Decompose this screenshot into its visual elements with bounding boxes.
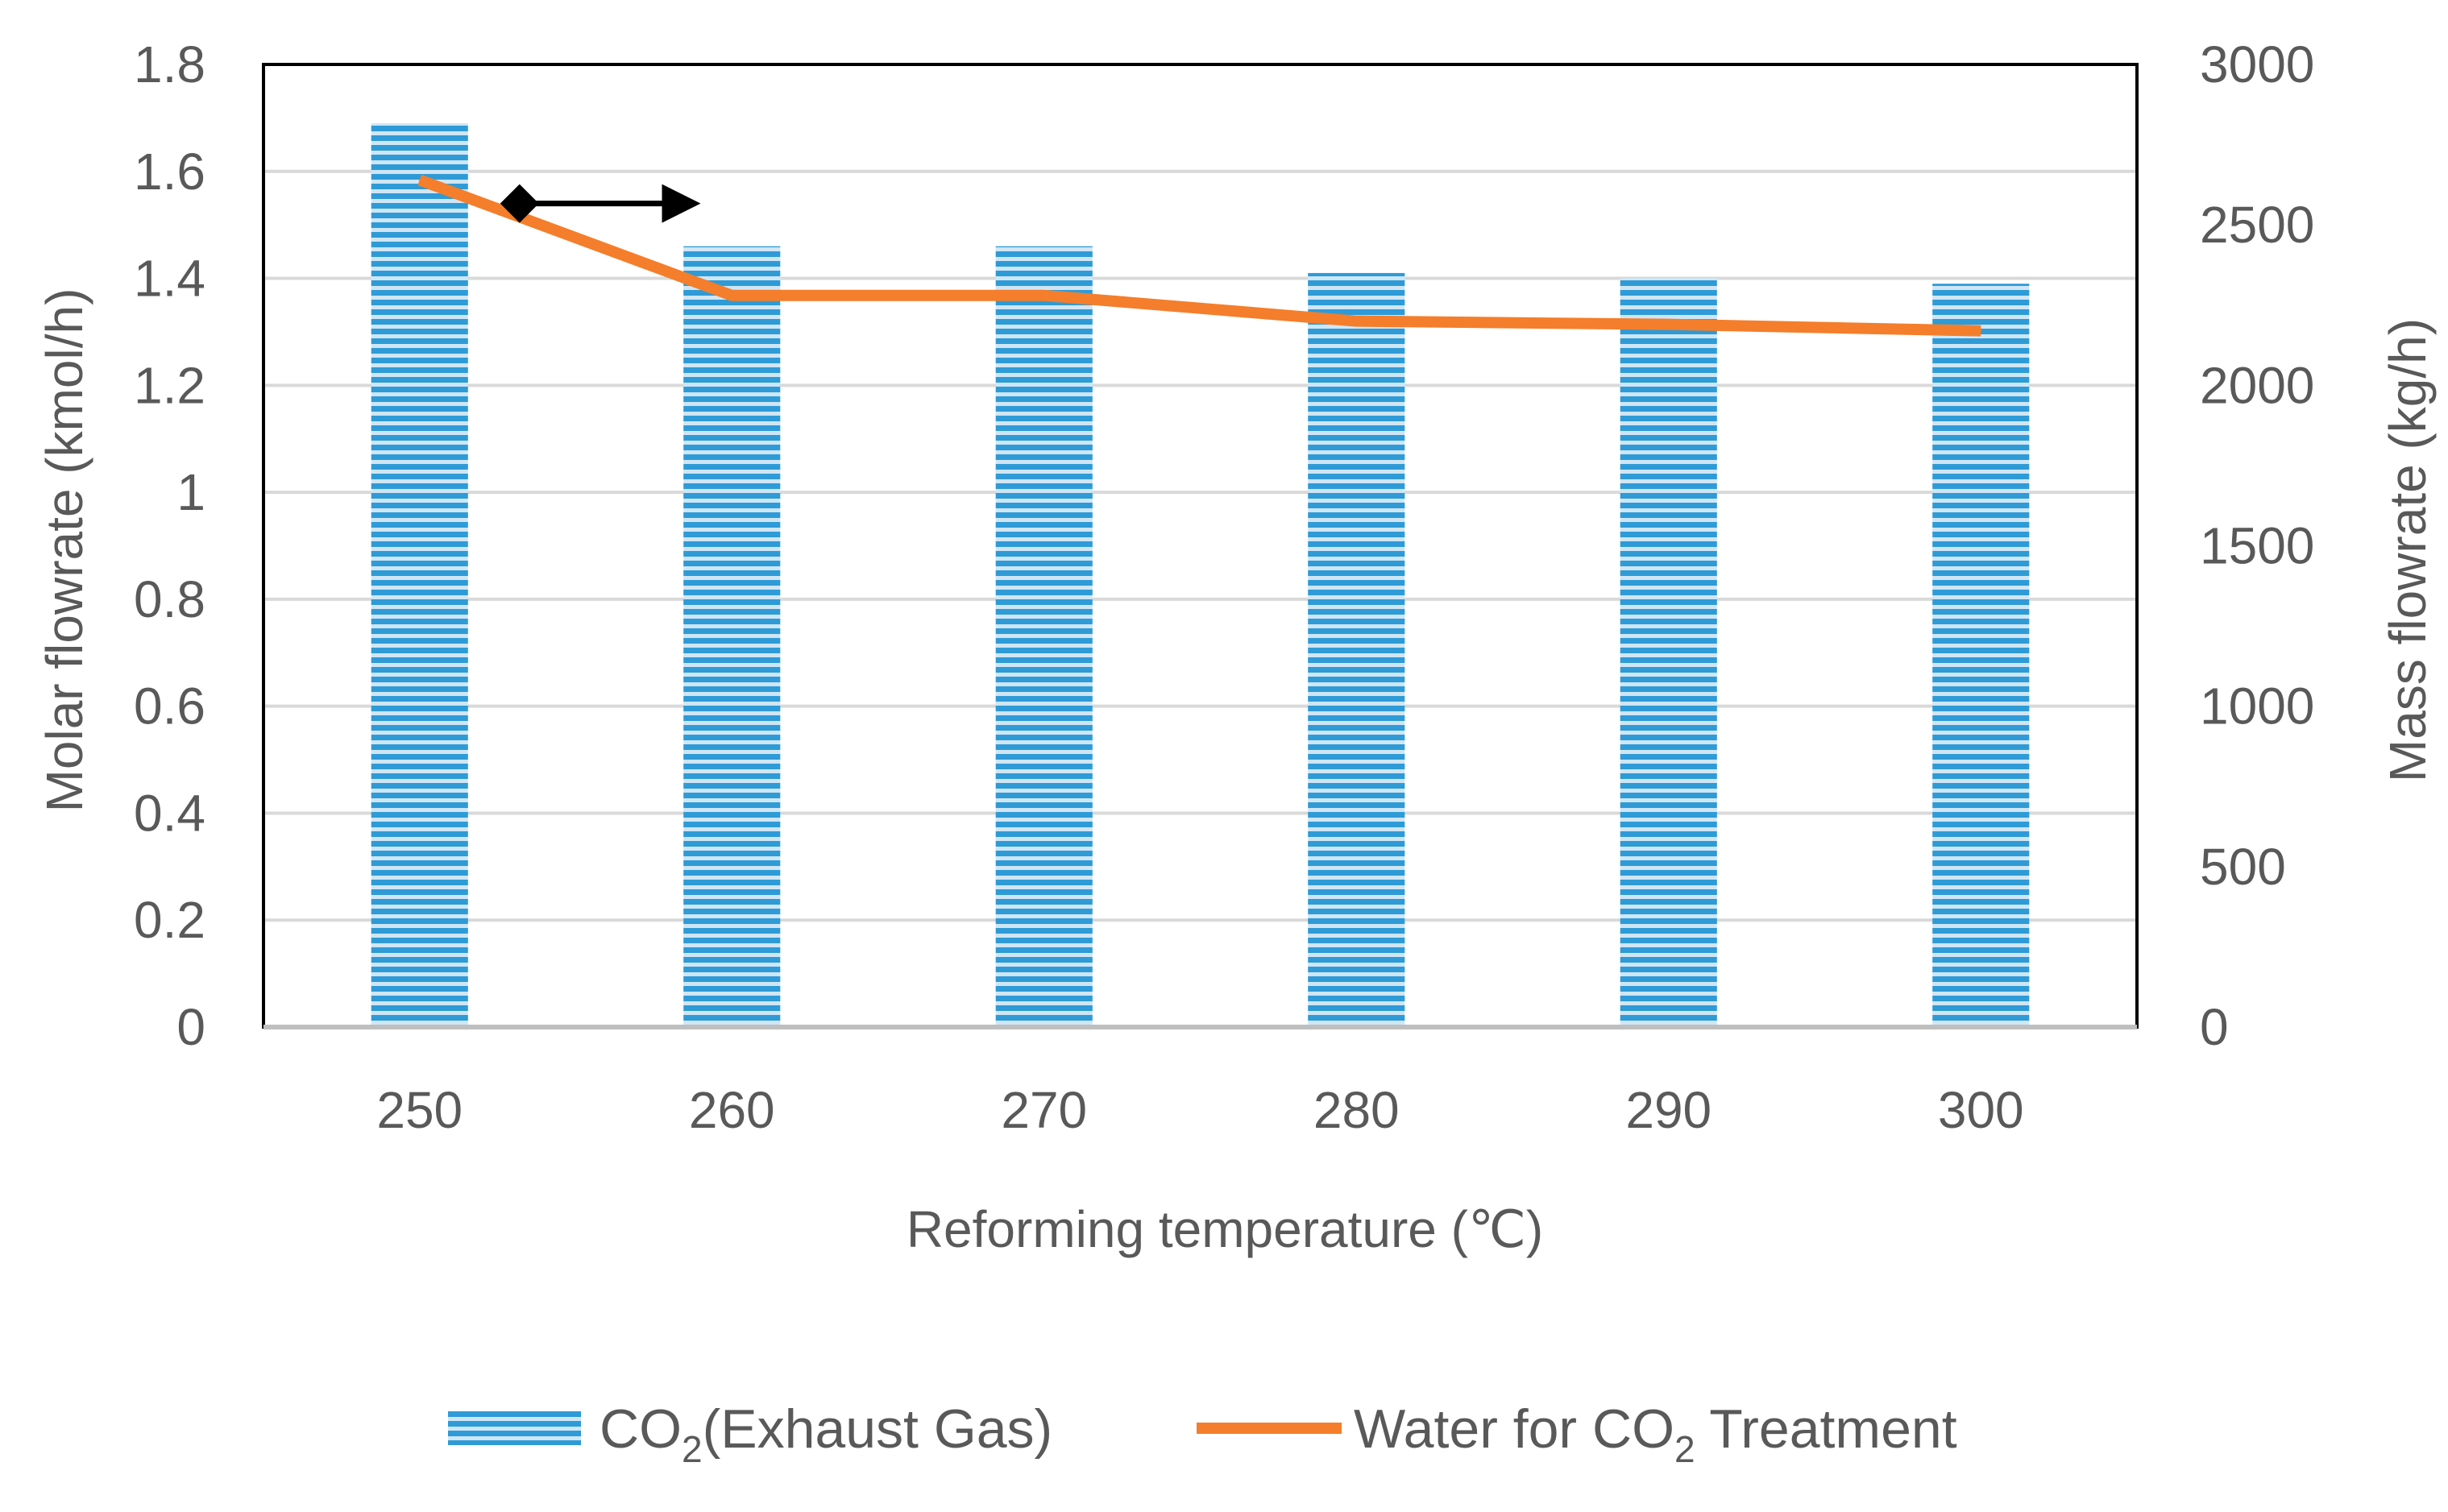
- line-point-250: [418, 179, 421, 181]
- legend: CO2(Exhaust Gas) Water for CO2 Treatment: [448, 1398, 1957, 1470]
- y2-tick-label: 1500: [2200, 517, 2314, 575]
- y-tick-label: 1.8: [134, 35, 205, 93]
- x-tick-label: 250: [376, 1081, 463, 1139]
- legend-label-part: Treatment: [1695, 1398, 1957, 1460]
- y-axis-title: Molar flowrate (kmol/h): [35, 288, 93, 813]
- annotation-arrow: [500, 184, 701, 223]
- x-tick-label: 270: [1001, 1081, 1087, 1139]
- y-tick-label: 0: [176, 998, 205, 1056]
- legend-label-part: CO: [600, 1398, 682, 1460]
- bar-280: [1308, 272, 1405, 1028]
- y2-axis-title: Mass flowrate (kg/h): [2379, 318, 2437, 782]
- y-tick-label: 0.8: [134, 570, 205, 628]
- y2-axis-ticks: 0 500 1000 1500 2000 2500 3000: [2200, 35, 2314, 1056]
- arrow-head: [662, 184, 701, 223]
- y-tick-label: 0.6: [134, 677, 205, 735]
- y-tick-label: 0.2: [134, 891, 205, 949]
- bar-270: [995, 246, 1093, 1027]
- line-point-290: [1667, 323, 1670, 325]
- legend-label-water-treatment: Water for CO2 Treatment: [1354, 1398, 1957, 1470]
- x-axis-ticks: 250 260 270 280 290 300: [376, 1081, 2023, 1139]
- bar-300: [1932, 284, 2030, 1027]
- x-axis-title: Reforming temperature (℃): [907, 1200, 1543, 1258]
- y2-tick-label: 500: [2200, 838, 2286, 896]
- line-point-300: [1980, 329, 1982, 332]
- legend-label-subscript: 2: [1674, 1428, 1695, 1470]
- bar-290: [1620, 278, 1717, 1027]
- y2-tick-label: 2500: [2200, 196, 2314, 254]
- y2-tick-label: 0: [2200, 998, 2229, 1056]
- line-water-treatment: [417, 174, 1981, 337]
- y-tick-label: 1: [176, 463, 205, 521]
- x-tick-label: 290: [1625, 1081, 1712, 1139]
- legend-swatch-co2-exhaust-gas: [448, 1411, 581, 1445]
- line-point-260: [731, 294, 733, 296]
- y-axis-ticks: 0 0.2 0.4 0.6 0.8 1 1.2 1.4 1.6 1.8: [134, 35, 205, 1056]
- legend-label-part: Water for: [1354, 1398, 1592, 1460]
- y-tick-label: 1.4: [134, 250, 205, 308]
- y2-tick-label: 1000: [2200, 677, 2314, 735]
- plot-frame: [262, 63, 2139, 1029]
- legend-label-co2-exhaust-gas: CO2(Exhaust Gas): [600, 1398, 1052, 1470]
- y2-tick-label: 3000: [2200, 35, 2314, 93]
- line-point-270: [1043, 294, 1045, 296]
- bar-250: [371, 123, 468, 1027]
- y-tick-label: 1.2: [134, 356, 205, 414]
- y2-tick-label: 2000: [2200, 356, 2314, 414]
- line-series: [417, 174, 1982, 337]
- y-tick-label: 0.4: [134, 784, 205, 842]
- x-tick-label: 260: [689, 1081, 775, 1139]
- line-point-280: [1355, 320, 1358, 322]
- legend-label-part: (Exhaust Gas): [703, 1398, 1053, 1460]
- bar-series: [371, 123, 2030, 1028]
- x-tick-label: 300: [1938, 1081, 2024, 1139]
- legend-label-subscript: 2: [682, 1428, 703, 1470]
- y-tick-label: 1.6: [134, 143, 205, 201]
- legend-label-part: CO: [1592, 1398, 1674, 1460]
- gridlines: [263, 169, 2137, 922]
- x-tick-label: 280: [1313, 1081, 1400, 1139]
- bar-260: [683, 246, 781, 1027]
- arrow-tail-diamond: [500, 184, 539, 223]
